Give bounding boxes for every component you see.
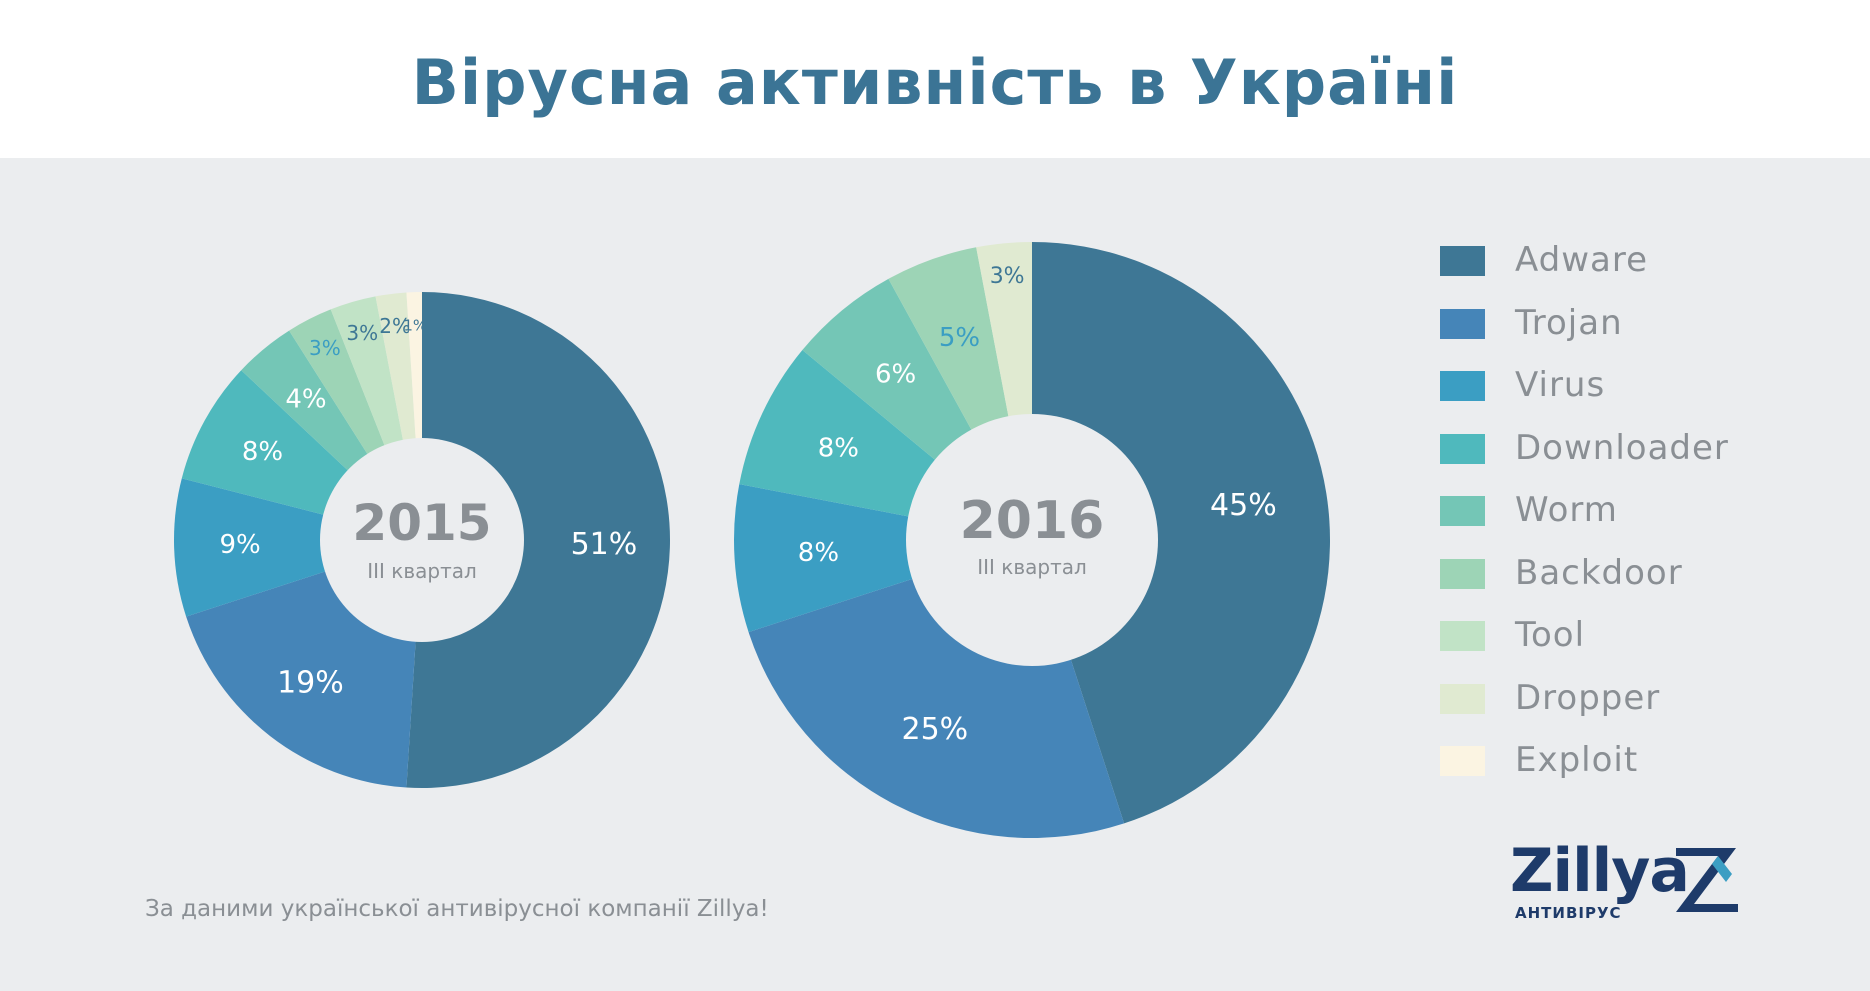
legend-label-trojan: Trojan [1515, 302, 1623, 343]
legend-swatch-adware [1440, 246, 1485, 276]
legend-label-worm: Worm [1515, 490, 1618, 530]
legend-label-tool: Tool [1515, 615, 1586, 655]
zillya-logo: Zillya АНТИВІРУС [1510, 838, 1740, 928]
legend-swatch-exploit [1440, 746, 1485, 776]
center-sublabel-2015: III квартал [367, 559, 477, 583]
legend-swatch-dropper [1440, 683, 1485, 714]
legend-swatch-trojan [1440, 308, 1485, 339]
legend-item-worm: Worm [1440, 490, 1800, 530]
slice-label-2015-exploit: 1% [403, 317, 427, 335]
legend-item-exploit: Exploit [1440, 740, 1800, 780]
slice-2016-virus [733, 484, 1032, 633]
legend-item-dropper: Dropper [1440, 678, 1800, 718]
slice-label-2015-adware: 51% [571, 527, 638, 562]
slice-label-2015-tool: 3% [346, 321, 378, 345]
legend-item-virus: Virus [1440, 365, 1800, 405]
legend-label-virus: Virus [1515, 365, 1606, 405]
legend-item-tool: Tool [1440, 615, 1800, 655]
slice-label-2016-trojan: 25% [902, 712, 969, 747]
slice-label-2016-worm: 6% [875, 360, 916, 390]
logo-subtitle: АНТИВІРУС [1515, 904, 1622, 922]
center-year-2016: 2016 [960, 491, 1105, 551]
slice-label-2015-trojan: 19% [277, 665, 344, 700]
legend-swatch-tool [1440, 621, 1485, 651]
legend-label-adware: Adware [1515, 240, 1649, 280]
slice-label-2016-downloader: 8% [818, 433, 859, 463]
legend-label-dropper: Dropper [1515, 677, 1661, 718]
slice-label-2016-backdoor: 5% [939, 323, 980, 353]
legend-swatch-virus [1440, 371, 1485, 401]
slice-2015-adware [406, 292, 671, 788]
legend-item-trojan: Trojan [1440, 303, 1800, 343]
center-sublabel-2016: III квартал [977, 555, 1087, 579]
slice-2015-virus [174, 478, 422, 617]
legend-item-downloader: Downloader [1440, 428, 1800, 468]
legend-label-exploit: Exploit [1515, 740, 1639, 780]
legend-swatch-worm [1440, 496, 1485, 526]
legend-label-downloader: Downloader [1515, 427, 1729, 468]
header-bar: Вірусна активність в Україні [0, 0, 1870, 158]
slice-label-2016-adware: 45% [1210, 488, 1277, 523]
legend-item-backdoor: Backdoor [1440, 553, 1800, 593]
slice-label-2016-virus: 8% [798, 538, 839, 568]
logo-wordmark: Zillya [1510, 836, 1690, 906]
zillya-z-logo-icon [1676, 848, 1738, 912]
slice-label-2015-worm: 4% [285, 384, 326, 414]
donut-hole-2016 [906, 414, 1158, 666]
source-note: За даними української антивірусної компа… [145, 896, 769, 922]
slice-label-2015-virus: 9% [219, 530, 260, 560]
legend-swatch-downloader [1440, 433, 1485, 464]
page-title: Вірусна активність в Україні [411, 46, 1459, 119]
slice-2016-adware [1032, 242, 1330, 824]
slice-label-2015-downloader: 8% [242, 437, 283, 467]
center-year-2015: 2015 [352, 494, 491, 552]
slice-label-2016-dropper: 3% [990, 264, 1025, 289]
legend-swatch-backdoor [1440, 558, 1485, 589]
slice-label-2015-dropper: 2% [379, 314, 411, 338]
legend-item-adware: Adware [1440, 240, 1800, 280]
donut-hole-2015 [320, 438, 524, 642]
legend-label-backdoor: Backdoor [1515, 552, 1683, 593]
slice-label-2015-backdoor: 3% [309, 336, 341, 360]
